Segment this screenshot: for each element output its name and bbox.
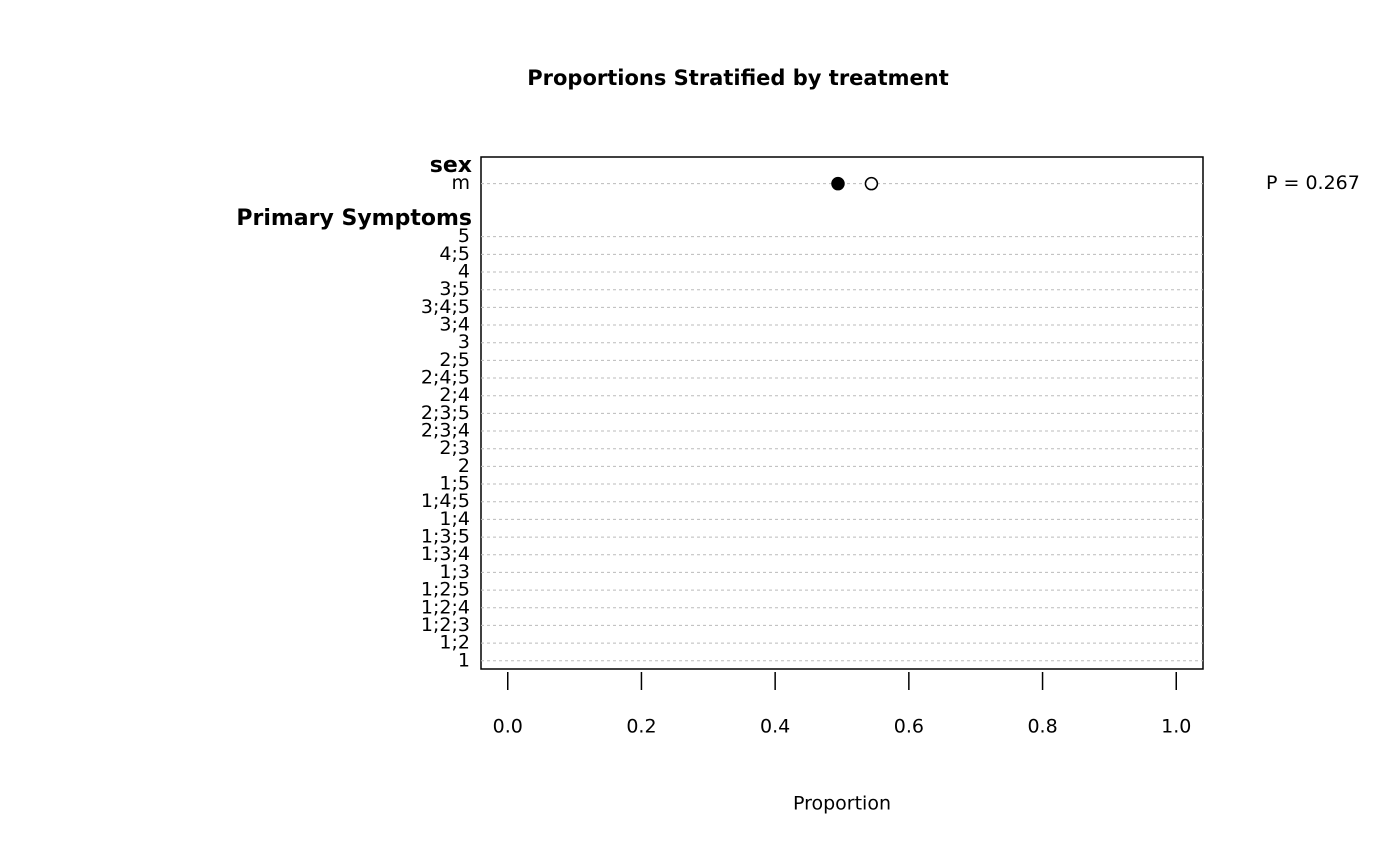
category-label: 2;4;5: [421, 367, 470, 389]
chart-title: Proportions Stratified by treatment: [527, 66, 949, 90]
category-label: 3;5: [439, 278, 470, 300]
x-tick-label: 0.0: [493, 716, 523, 738]
category-label: 1;3;4: [421, 543, 470, 565]
category-label: 1;2;4: [421, 596, 470, 618]
category-label: 2;4: [439, 384, 470, 406]
category-label: 2: [458, 455, 470, 477]
category-label: 1;2;3: [421, 614, 470, 636]
category-label: 1;2;5: [421, 579, 470, 601]
category-label: 1;2: [439, 632, 470, 654]
dot: [864, 176, 879, 191]
category-label: 2;5: [439, 349, 470, 371]
category-label: 3;4: [439, 314, 470, 336]
x-tick-label: 1.0: [1161, 716, 1191, 738]
category-label: 4;5: [439, 243, 470, 265]
category-label: 2;3;5: [421, 402, 470, 424]
category-label: 2;3: [439, 437, 470, 459]
x-tick-label: 0.6: [894, 716, 924, 738]
category-label: 1;4: [439, 508, 470, 530]
group-label: Primary Symptoms: [236, 206, 472, 231]
x-tick-label: 0.8: [1027, 716, 1057, 738]
category-label: 3;4;5: [421, 296, 470, 318]
category-label: 1;3: [439, 561, 470, 583]
category-label: 4: [458, 261, 470, 283]
p-value: P = 0.267: [1266, 172, 1360, 194]
dot: [831, 176, 845, 191]
category-label: 1;3;5: [421, 526, 470, 548]
category-label: 1;5: [439, 473, 470, 495]
category-label: m: [451, 172, 470, 194]
group-label: sex: [430, 153, 472, 178]
x-tick-label: 0.2: [626, 716, 656, 738]
category-label: 1;4;5: [421, 490, 470, 512]
x-tick-label: 0.4: [760, 716, 790, 738]
category-label: 3: [458, 331, 470, 353]
category-label: 5: [458, 225, 470, 247]
category-label: 2;3;4: [421, 420, 470, 442]
x-axis-label: Proportion: [793, 793, 891, 815]
category-label: 1: [458, 649, 470, 671]
